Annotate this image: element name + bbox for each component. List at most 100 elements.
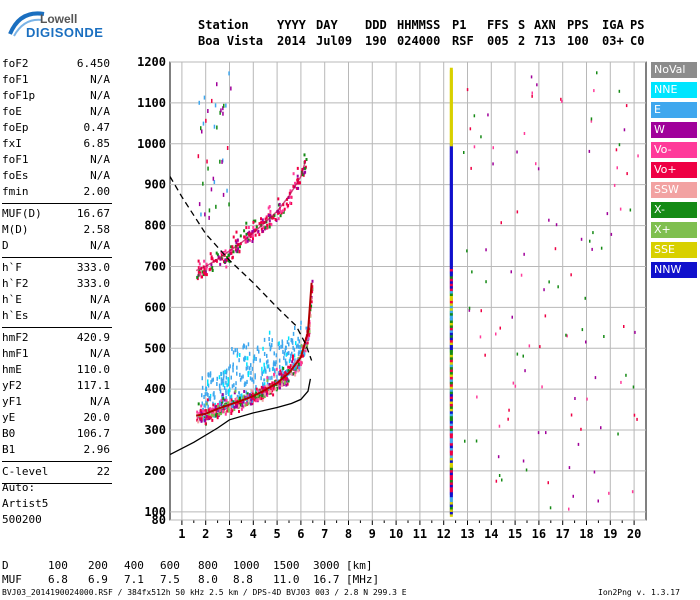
noise-point xyxy=(593,89,595,93)
echo-point xyxy=(268,219,271,223)
param-value: N/A xyxy=(90,309,110,322)
echo-point xyxy=(280,211,283,215)
noise-point xyxy=(572,494,574,498)
noise-point xyxy=(480,135,482,139)
echo-point xyxy=(265,389,268,393)
echo-point xyxy=(255,385,257,390)
echo-point xyxy=(207,382,209,386)
echo-point xyxy=(258,222,261,226)
noise-point xyxy=(606,212,609,216)
echo-point xyxy=(262,226,265,229)
noise-point xyxy=(520,273,523,277)
echo-point xyxy=(280,374,283,377)
echo-point xyxy=(298,355,301,359)
echo-point xyxy=(295,341,297,346)
param-value: N/A xyxy=(90,395,110,408)
echo-point xyxy=(234,402,237,406)
param-row: foEs N/A xyxy=(2,169,110,185)
echo-point xyxy=(291,340,294,345)
echo-point xyxy=(294,370,297,374)
echo-point xyxy=(266,376,269,380)
echo-point xyxy=(210,413,213,417)
echo-point xyxy=(199,418,202,422)
echo-point xyxy=(197,259,200,263)
echo-point xyxy=(286,377,289,381)
noise-point xyxy=(568,466,571,470)
echo-point xyxy=(227,380,230,385)
echo-point xyxy=(248,351,251,356)
echo-point xyxy=(273,381,276,385)
echo-point xyxy=(256,398,258,402)
echo-point xyxy=(246,362,248,367)
noise-point xyxy=(574,397,576,400)
header-row2-cell: RSF xyxy=(452,34,474,48)
echo-point xyxy=(262,346,264,351)
param-row: B1 2.96 xyxy=(2,443,110,459)
echo-point xyxy=(258,393,261,397)
echo-point xyxy=(287,369,290,372)
echo-point xyxy=(243,396,246,400)
param-row: MUF(D) 16.67 xyxy=(2,207,110,223)
echo-point xyxy=(203,403,205,408)
echo-point xyxy=(271,343,273,348)
echo-point xyxy=(286,382,289,386)
footer-d-label: D xyxy=(2,559,9,572)
echo-point xyxy=(254,373,256,378)
echo-point xyxy=(225,103,227,108)
noise-point xyxy=(464,439,466,443)
echo-point xyxy=(263,337,266,342)
echo-point xyxy=(235,381,237,386)
header-row2-cell: 2014 xyxy=(277,34,306,48)
echo-point xyxy=(299,181,301,185)
echo-point xyxy=(232,250,235,254)
header-row1-cell: S xyxy=(518,18,526,32)
echo-point xyxy=(212,176,215,181)
echo-point xyxy=(233,383,235,388)
echo-point xyxy=(273,372,275,376)
echo-point xyxy=(203,395,205,399)
echo-point xyxy=(222,382,225,387)
noise-point xyxy=(476,395,478,399)
echo-point xyxy=(201,393,203,398)
echo-point xyxy=(272,386,275,390)
x-tick-label: 10 xyxy=(389,527,403,541)
echo-point xyxy=(236,365,238,370)
echo-point xyxy=(310,304,313,308)
echo-point xyxy=(260,397,263,400)
logo-line2: DIGISONDE xyxy=(26,25,104,40)
noise-point xyxy=(593,470,596,474)
noise-point xyxy=(510,270,512,274)
noise-point xyxy=(463,151,465,154)
muf-curve-dashed-line xyxy=(169,176,313,361)
echo-point xyxy=(249,376,252,381)
echo-point xyxy=(227,388,230,393)
echo-point xyxy=(238,391,241,395)
echo-point xyxy=(219,402,221,406)
echo-point xyxy=(201,401,203,406)
echo-point xyxy=(231,255,234,259)
header-row2-cell: 190 xyxy=(365,34,387,48)
echo-point xyxy=(266,384,269,388)
x-tick-label: 6 xyxy=(297,527,304,541)
echo-point xyxy=(214,405,217,409)
echo-point xyxy=(259,358,261,363)
echo-point xyxy=(227,409,230,413)
noise-point xyxy=(636,417,638,421)
echo-point xyxy=(222,106,224,111)
param-value: N/A xyxy=(90,347,110,360)
echo-point xyxy=(203,267,206,271)
echo-point xyxy=(272,366,275,371)
echo-point xyxy=(216,125,218,130)
echo-point xyxy=(198,202,201,207)
noise-point xyxy=(512,381,515,385)
echo-point xyxy=(220,377,223,382)
x-tick-label: 17 xyxy=(555,527,569,541)
param-name: foF2 xyxy=(2,57,29,70)
echo-point xyxy=(225,375,228,380)
echo-point xyxy=(276,374,278,379)
footer-d-value: 3000 xyxy=(313,559,340,572)
noise-point xyxy=(492,162,494,166)
noise-point xyxy=(480,309,482,313)
echo-point xyxy=(244,355,246,360)
echo-point xyxy=(294,181,296,185)
